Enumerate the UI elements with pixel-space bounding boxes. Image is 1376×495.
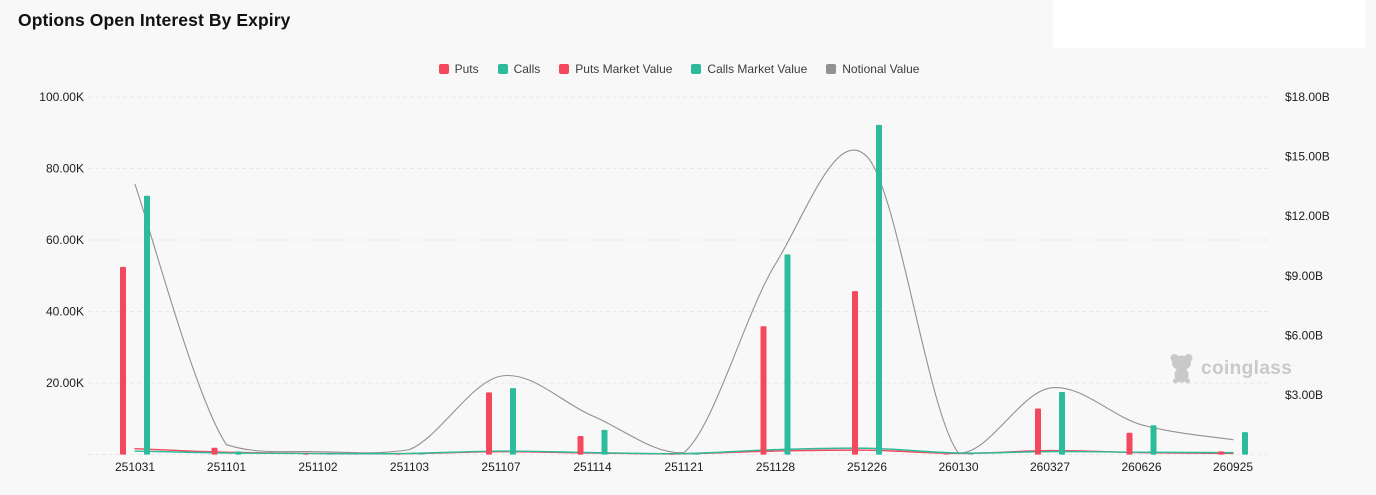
watermark-text: coinglass [1201,358,1293,379]
x-axis-tick: 251226 [847,460,887,474]
bar-puts-260327 [1035,408,1041,455]
bar-calls-251102 [327,453,333,455]
bar-puts-251128 [760,326,767,455]
legend-item-notional-value[interactable]: Notional Value [826,63,919,75]
left-axis-tick: 20.00K [46,376,84,390]
x-axis-tick: 260327 [1030,460,1070,474]
right-axis-tick: $15.00B [1285,150,1330,164]
legend-marker-puts [438,64,449,74]
bar-calls-251226 [876,124,882,455]
x-axis-tick: 251107 [481,460,520,474]
calls-bars [144,124,1248,455]
x-axis-tick: 251102 [298,460,337,474]
left-axis-tick: 100.00K [39,90,84,104]
legend-item-calls[interactable]: Calls [497,62,541,76]
watermark: coinglass [1168,353,1292,384]
legend-label: Calls [513,62,541,76]
x-axis-tick: 251101 [207,460,246,474]
legend-label: Puts Market Value [575,62,673,76]
bar-puts-251107 [486,392,492,455]
legend-label: Puts [454,62,479,76]
legend: Puts Calls Puts Market Value Calls Market V… [90,61,1268,77]
right-axis-tick: $12.00B [1285,209,1330,223]
legend-item-puts[interactable]: Puts [438,62,479,76]
bar-puts-260925 [1218,451,1224,455]
gridlines [88,96,1268,456]
legend-item-calls-market-value[interactable]: Calls Market Value [691,63,807,75]
right-axis-tick: $3.00B [1285,388,1323,402]
x-axis-labels: 251031 251101 251102 251103 251107 251114 2511… [115,460,1253,474]
x-axis-tick: 260925 [1213,460,1253,474]
right-axis-tick: $18.00B [1285,90,1330,104]
bar-calls-260925 [1242,432,1248,455]
bar-calls-260130 [967,454,974,455]
x-axis-tick: 251031 [115,460,155,474]
right-axis-tick: $6.00B [1285,328,1323,342]
bar-puts-251121 [669,454,675,455]
legend-marker-puts-market-value [559,64,570,74]
left-axis-tick: 80.00K [46,162,84,176]
legend-marker-calls [497,64,508,74]
toolbar-overlay-box [1053,0,1365,48]
x-axis-tick: 260626 [1121,460,1161,474]
puts-bars [120,266,1224,455]
x-axis-tick: 260130 [938,460,978,474]
bar-puts-251226 [852,291,858,455]
notional-value-line [134,149,1234,454]
page-title: Options Open Interest By Expiry [18,10,291,30]
coinglass-panda-icon [1170,354,1193,384]
bar-puts-251031 [120,266,126,455]
bar-calls-251107 [510,388,516,455]
bar-puts-251101 [211,447,218,455]
right-axis-tick: $9.00B [1285,269,1323,283]
legend-marker-notional-value [826,64,837,74]
legend-item-puts-market-value[interactable]: Puts Market Value [559,63,672,75]
bar-puts-251114 [577,436,584,455]
legend-label: Notional Value [842,62,920,76]
x-axis-tick: 251128 [756,460,795,474]
bar-puts-251102 [303,453,309,455]
bar-calls-251121 [693,453,699,455]
x-axis-tick: 251121 [664,460,703,474]
calls-market-value-line [134,447,1234,455]
left-axis-tick: 60.00K [46,233,84,247]
left-axis-tick: 40.00K [46,305,84,319]
legend-label: Calls Market Value [707,62,808,76]
right-axis-labels: $18.00B $15.00B $12.00B $9.00B $6.00B $3.00B [1285,90,1330,402]
bar-calls-251114 [601,429,608,455]
bar-calls-251031 [144,195,150,455]
bar-calls-251128 [784,254,791,455]
left-axis-labels: 100.00K 80.00K 60.00K 40.00K 20.00K [39,90,84,390]
bar-puts-260130 [943,454,950,455]
bar-calls-260327 [1059,392,1065,455]
x-axis-tick: 251103 [390,460,429,474]
bar-calls-260626 [1150,425,1157,455]
bar-puts-251103 [394,454,401,455]
bar-puts-260626 [1126,432,1133,455]
bar-calls-251101 [235,451,242,455]
legend-marker-calls-market-value [691,64,702,74]
x-axis-tick: 251114 [573,460,612,474]
bar-calls-251103 [418,454,425,455]
